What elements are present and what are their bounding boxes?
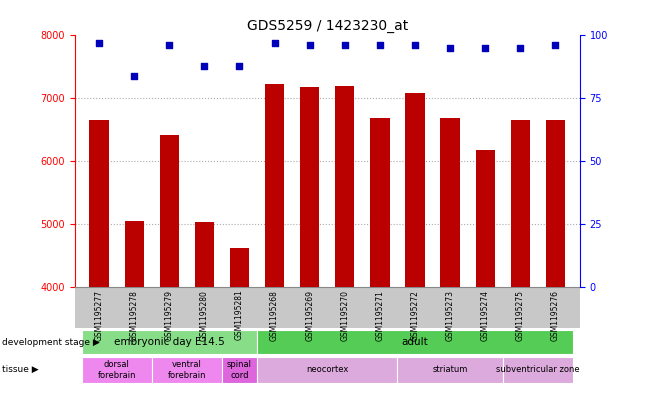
Bar [300, 87, 319, 287]
Bar [230, 248, 249, 287]
Bar [335, 86, 354, 287]
Bar [546, 119, 565, 287]
FancyBboxPatch shape [257, 357, 397, 383]
Point [235, 62, 245, 69]
Bar [265, 84, 284, 287]
Point [445, 45, 456, 51]
Bar [476, 151, 495, 287]
Title: GDS5259 / 1423230_at: GDS5259 / 1423230_at [247, 19, 408, 33]
Text: striatum: striatum [432, 365, 468, 374]
Point [410, 42, 420, 49]
Bar [195, 222, 214, 287]
Point [129, 72, 139, 79]
FancyBboxPatch shape [82, 357, 152, 383]
Point [94, 40, 104, 46]
Text: embryonic day E14.5: embryonic day E14.5 [114, 337, 225, 347]
Point [480, 45, 491, 51]
Point [340, 42, 350, 49]
Text: ventral
forebrain: ventral forebrain [168, 360, 206, 380]
Text: dorsal
forebrain: dorsal forebrain [97, 360, 136, 380]
Point [164, 42, 174, 49]
Text: spinal
cord: spinal cord [227, 360, 252, 380]
Text: subventricular zone: subventricular zone [496, 365, 580, 374]
Text: development stage ▶: development stage ▶ [2, 338, 100, 347]
Point [550, 42, 561, 49]
Bar [511, 119, 530, 287]
Bar [159, 135, 179, 287]
Bar [124, 222, 144, 287]
FancyBboxPatch shape [222, 357, 257, 383]
FancyBboxPatch shape [397, 357, 503, 383]
Point [199, 62, 209, 69]
Point [515, 45, 526, 51]
Text: tissue ▶: tissue ▶ [2, 365, 39, 374]
FancyBboxPatch shape [152, 357, 222, 383]
Text: neocortex: neocortex [306, 365, 349, 374]
Point [375, 42, 385, 49]
Bar [89, 120, 109, 287]
Bar [441, 118, 459, 287]
Text: adult: adult [402, 337, 428, 347]
Point [305, 42, 315, 49]
Bar [406, 93, 424, 287]
FancyBboxPatch shape [257, 330, 573, 354]
Point [270, 40, 280, 46]
Bar [370, 118, 389, 287]
FancyBboxPatch shape [503, 357, 573, 383]
FancyBboxPatch shape [82, 330, 257, 354]
